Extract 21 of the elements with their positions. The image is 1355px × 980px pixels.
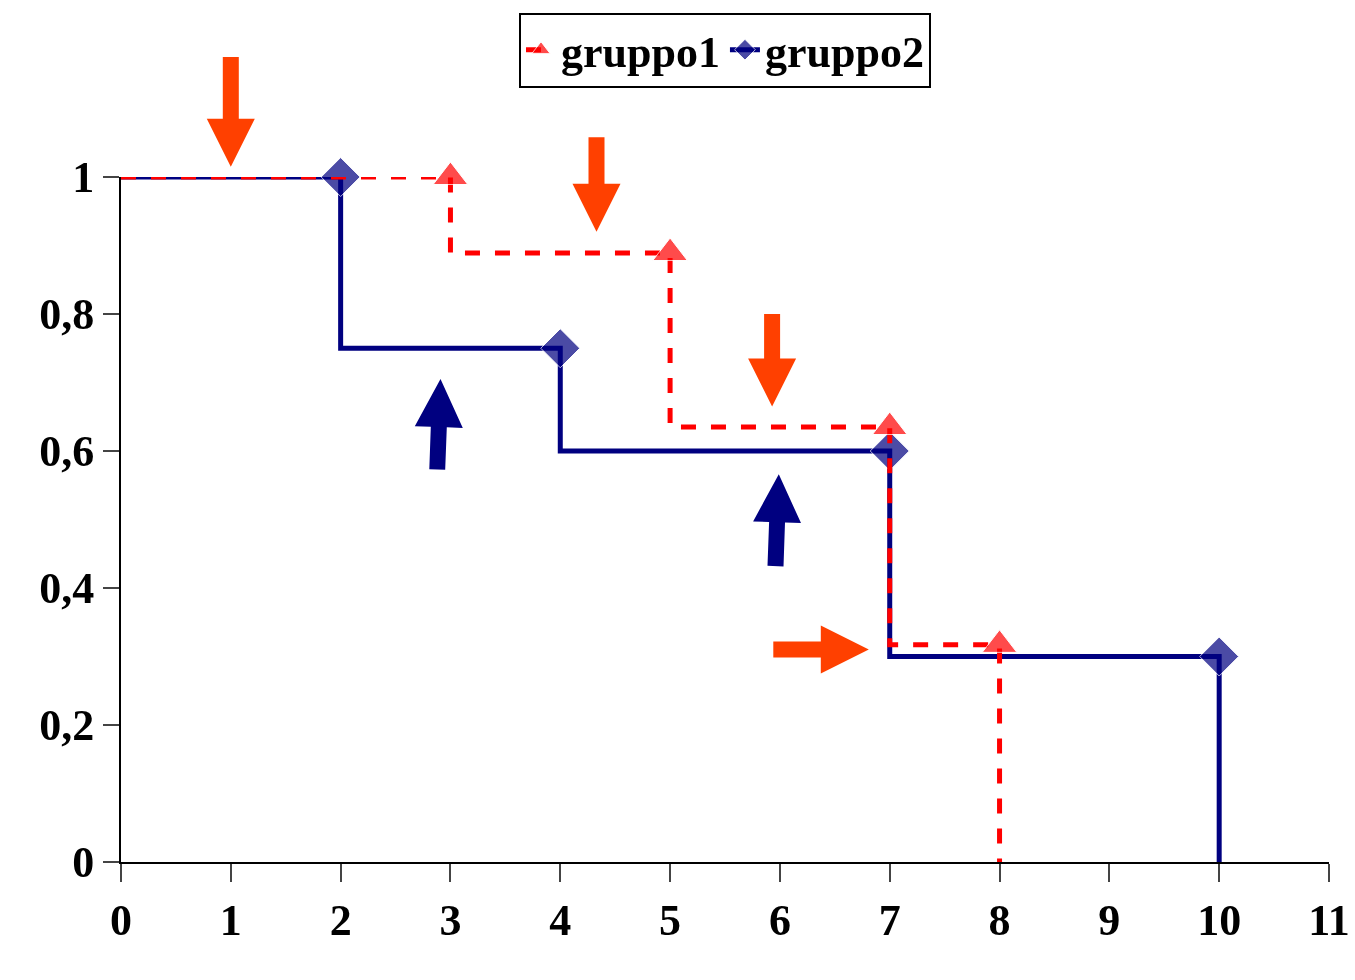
y-tick-label: 0,6 (39, 427, 95, 477)
x-tick-label: 1 (219, 895, 242, 945)
x-tick-label: 0 (110, 895, 132, 945)
y-tick-label: 0 (72, 838, 95, 888)
legend-label: gruppo2 (764, 27, 924, 77)
y-tick-label: 1 (72, 153, 95, 203)
x-tick-label: 2 (329, 895, 352, 945)
x-tick-label: 9 (1098, 895, 1121, 945)
x-tick-label: 11 (1308, 895, 1350, 945)
legend-label: gruppo1 (561, 27, 720, 77)
x-tick-label: 4 (549, 895, 572, 945)
y-tick-label: 0,4 (39, 564, 95, 614)
x-tick-label: 5 (659, 895, 682, 945)
point (1199, 636, 1240, 677)
x-tick-label: 8 (988, 895, 1011, 945)
x-tick-label: 3 (439, 895, 462, 945)
y-tick-label: 0,8 (39, 290, 95, 340)
x-tick-label: 6 (768, 895, 791, 945)
x-tick-label: 7 (878, 895, 901, 945)
x-tick-label: 10 (1197, 895, 1242, 945)
y-tick-label: 0,2 (39, 701, 95, 751)
